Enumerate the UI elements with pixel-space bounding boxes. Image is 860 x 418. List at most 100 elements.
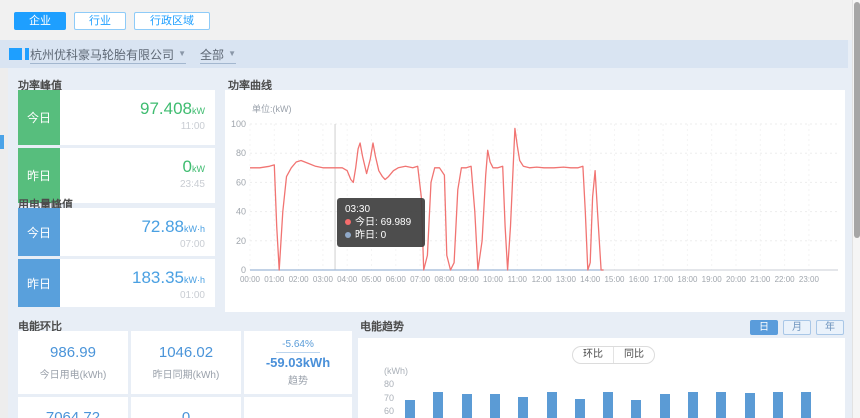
- tooltip-yesterday-value: 0: [380, 230, 387, 241]
- tab-industry[interactable]: 行业: [74, 12, 126, 30]
- ratio-value: 986.99: [50, 344, 96, 361]
- tooltip-today-row: 今日: 69.989: [345, 216, 417, 229]
- power-curve-chart[interactable]: 0 20 40 60 80 100 00:00 01:00 02:00 03:00 04:00 05:…: [225, 90, 845, 312]
- compare-toggle: 环比 同比: [572, 346, 655, 364]
- svg-text:23:00: 23:00: [799, 275, 820, 284]
- svg-text:03:00: 03:00: [313, 275, 334, 284]
- energy-ratio-title: 电能环比: [18, 321, 62, 333]
- tab-enterprise[interactable]: 企业: [14, 12, 66, 30]
- yesterday-series-dot: [345, 232, 351, 238]
- scope-select[interactable]: 全部 ▼: [200, 46, 237, 64]
- ratio-card-row2-1: 0: [131, 397, 241, 418]
- tooltip-today-label: 今日: [355, 217, 375, 228]
- day-label: 昨日: [18, 259, 60, 307]
- trend-bar[interactable]: [518, 397, 529, 418]
- peak-card-昨日: 昨日 183.35kW·h 01:00: [18, 259, 215, 307]
- svg-text:18:00: 18:00: [677, 275, 698, 284]
- trend-bar[interactable]: [461, 393, 472, 418]
- trend-bar[interactable]: [574, 399, 585, 418]
- ratio-card-1: 1046.02 昨日同期(kWh): [131, 331, 241, 394]
- ratio-card-2: -5.64% -59.03kWh 趋势: [244, 331, 352, 394]
- svg-text:21:00: 21:00: [750, 275, 771, 284]
- trend-y-tick: 70: [383, 392, 394, 403]
- svg-text:20: 20: [236, 236, 246, 246]
- tooltip-today-value: 69.989: [380, 217, 412, 228]
- power-curve-title: 功率曲线: [228, 80, 272, 92]
- chevron-down-icon: ▼: [178, 49, 187, 58]
- trend-tab-月[interactable]: 月: [783, 320, 811, 335]
- svg-text:10:00: 10:00: [483, 275, 504, 284]
- svg-text:11:00: 11:00: [508, 275, 528, 284]
- trend-bar[interactable]: [405, 399, 415, 418]
- svg-text:06:00: 06:00: [386, 275, 407, 284]
- filter-bar: 杭州优科豪马轮胎有限公司 ▼ 全部 ▼: [0, 40, 848, 68]
- scrollbar[interactable]: [852, 0, 860, 418]
- svg-text:16:00: 16:00: [629, 275, 650, 284]
- trend-bar[interactable]: [489, 394, 500, 418]
- svg-text:100: 100: [231, 119, 246, 129]
- peak-time: 07:00: [179, 239, 205, 250]
- svg-text:05:00: 05:00: [361, 275, 382, 284]
- scrollbar-thumb[interactable]: [854, 2, 860, 238]
- svg-text:08:00: 08:00: [434, 275, 455, 284]
- ratio-card-row2-0: 7064.72: [18, 397, 128, 418]
- trend-bar[interactable]: [433, 392, 444, 418]
- top-tab-bar: 企业 行业 行政区域: [0, 0, 852, 40]
- trend-y-tick: 60: [383, 406, 394, 416]
- ratio-value-clipped: 7064.72: [45, 409, 101, 418]
- power-curve-panel: 0 20 40 60 80 100 00:00 01:00 02:00 03:00 04:00 05:…: [225, 90, 845, 312]
- tooltip-time: 03:30: [345, 204, 371, 215]
- day-label: 昨日: [18, 148, 60, 203]
- day-label: 今日: [18, 208, 60, 256]
- svg-text:14:00: 14:00: [580, 275, 601, 284]
- svg-text:19:00: 19:00: [702, 275, 723, 284]
- company-select[interactable]: 杭州优科豪马轮胎有限公司 ▼: [30, 46, 187, 64]
- peak-time: 11:00: [180, 121, 205, 132]
- svg-text:01:00: 01:00: [264, 275, 285, 284]
- peak-value: 72.88kW·h: [141, 217, 205, 236]
- toggle-环比[interactable]: 环比: [573, 347, 614, 363]
- toggle-同比[interactable]: 同比: [624, 349, 644, 360]
- peak-card-昨日: 昨日 0kW 23:45: [18, 148, 215, 203]
- left-gutter: [0, 68, 8, 418]
- power-peak-title: 功率峰值: [18, 80, 62, 92]
- svg-text:15:00: 15:00: [604, 275, 625, 284]
- peak-value: 0kW: [182, 157, 205, 176]
- trend-percent: -5.64%: [276, 339, 320, 353]
- chart-tooltip: 03:30 今日: 69.989 昨日: 0: [337, 198, 425, 247]
- trend-bar[interactable]: [772, 392, 783, 418]
- peak-card-今日: 今日 97.408kW 11:00: [18, 90, 215, 145]
- trend-y-tick: 80: [383, 379, 394, 389]
- trend-tab-年[interactable]: 年: [816, 320, 844, 335]
- today-series-dot: [345, 219, 351, 225]
- peak-value: 183.35kW·h: [132, 268, 205, 287]
- ratio-card-row2-2: [244, 397, 352, 418]
- tooltip-yesterday-row: 昨日: 0: [345, 229, 417, 242]
- ratio-label: 昨日同期(kWh): [152, 370, 220, 381]
- svg-text:22:00: 22:00: [775, 275, 796, 284]
- tab-admin-region[interactable]: 行政区域: [134, 12, 210, 30]
- svg-text:60: 60: [236, 177, 246, 187]
- svg-text:0: 0: [241, 265, 246, 275]
- chevron-down-icon: ▼: [228, 49, 237, 58]
- trend-bar[interactable]: [631, 399, 642, 418]
- ratio-label: 今日用电(kWh): [39, 370, 107, 381]
- ratio-value: 1046.02: [158, 344, 214, 361]
- tooltip-yesterday-label: 昨日: [355, 230, 375, 241]
- trend-bar[interactable]: [801, 391, 812, 418]
- trend-bar[interactable]: [546, 392, 557, 418]
- day-label: 今日: [18, 90, 60, 145]
- company-select-value: 杭州优科豪马轮胎有限公司: [30, 48, 175, 62]
- trend-tab-日[interactable]: 日: [750, 320, 778, 335]
- svg-text:17:00: 17:00: [653, 275, 674, 284]
- trend-bar[interactable]: [659, 393, 670, 418]
- panel-toggle-handle[interactable]: [0, 135, 4, 149]
- trend-bar[interactable]: [603, 391, 614, 418]
- trend-bar[interactable]: [716, 392, 727, 418]
- energy-trend-panel: 环比 同比 (kWh) 80 70 60: [358, 338, 845, 418]
- scope-select-value: 全部: [200, 48, 225, 62]
- trend-bar[interactable]: [744, 393, 755, 418]
- svg-text:09:00: 09:00: [459, 275, 480, 284]
- trend-bar[interactable]: [688, 391, 698, 418]
